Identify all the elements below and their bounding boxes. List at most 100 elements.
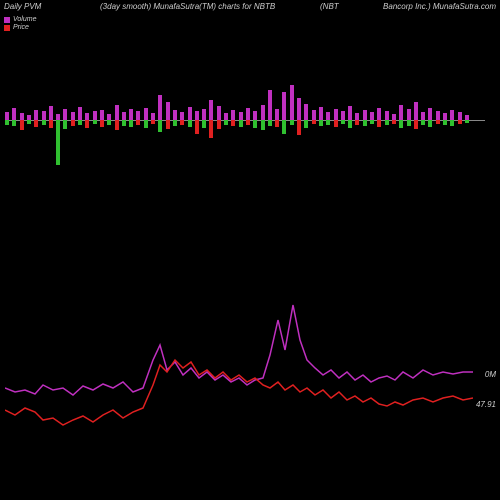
volume-bar-up — [209, 100, 213, 120]
volume-bar-down — [100, 120, 104, 127]
legend-item: Price — [4, 24, 36, 31]
volume-bar-down — [5, 120, 9, 125]
volume-bar-up — [246, 108, 250, 120]
volume-bar-down — [239, 120, 243, 127]
volume-bar-up — [436, 111, 440, 120]
volume-end-label: 0M — [485, 370, 496, 379]
volume-bar-down — [34, 120, 38, 127]
volume-bar-down — [180, 120, 184, 125]
header-symbol: (NBT — [320, 2, 339, 11]
volume-bar-up — [5, 112, 9, 120]
volume-bar-up — [158, 95, 162, 120]
volume-bar-down — [56, 120, 60, 165]
volume-bar-down — [42, 120, 46, 125]
volume-bar-up — [239, 112, 243, 120]
volume-bar-up — [202, 109, 206, 120]
volume-bar-down — [202, 120, 206, 128]
volume-bar-down — [217, 120, 221, 129]
volume-bar-down — [166, 120, 170, 129]
volume-bar-down — [85, 120, 89, 128]
volume-bar-down — [275, 120, 279, 127]
volume-bar-up — [85, 113, 89, 120]
volume-bar-down — [304, 120, 308, 128]
volume-bar-down — [290, 120, 294, 125]
volume-bar-up — [334, 109, 338, 120]
volume-bar-up — [173, 110, 177, 120]
volume-bar-up — [93, 111, 97, 120]
volume-bar-up — [42, 111, 46, 120]
volume-bar-up — [450, 110, 454, 120]
volume-bar-up — [231, 110, 235, 120]
volume-bar-up — [188, 107, 192, 120]
volume-bar-up — [224, 113, 228, 120]
volume-bar-up — [363, 110, 367, 120]
volume-bar-down — [20, 120, 24, 130]
volume-bar-down — [421, 120, 425, 125]
volume-bar-down — [268, 120, 272, 126]
volume-bar-down — [129, 120, 133, 127]
volume-bar-down — [107, 120, 111, 125]
legend-label: Price — [13, 24, 29, 31]
volume-bar-down — [326, 120, 330, 125]
volume-bar-down — [49, 120, 53, 128]
volume-bar-down — [392, 120, 396, 124]
volume-bar-up — [129, 109, 133, 120]
volume-bar-up — [377, 108, 381, 120]
volume-bar-up — [12, 108, 16, 120]
legend-item: Volume — [4, 16, 36, 23]
volume-bar-down — [370, 120, 374, 124]
volume-bar-up — [282, 92, 286, 120]
volume-bar-up — [341, 111, 345, 120]
volume-bar-up — [312, 110, 316, 120]
header-title-left: Daily PVM — [4, 2, 41, 11]
volume-bar-down — [348, 120, 352, 128]
volume-bar-down — [115, 120, 119, 130]
volume-bar-down — [385, 120, 389, 125]
header-title-right: Bancorp Inc.) MunafaSutra.com — [383, 2, 496, 11]
volume-bar-down — [188, 120, 192, 127]
volume-bar-up — [49, 106, 53, 120]
volume-bar-down — [27, 120, 31, 124]
volume-bar-up — [458, 112, 462, 120]
volume-bar-up — [355, 113, 359, 120]
volume-bar-down — [312, 120, 316, 124]
volume-bar-up — [407, 109, 411, 120]
volume-bar-down — [341, 120, 345, 124]
volume-bar-chart — [5, 70, 485, 170]
volume-bar-up — [217, 106, 221, 120]
volume-bar-down — [458, 120, 462, 124]
volume-bar-down — [428, 120, 432, 127]
legend-label: Volume — [13, 16, 36, 23]
volume-bar-down — [319, 120, 323, 126]
volume-bar-down — [363, 120, 367, 126]
volume-bar-down — [78, 120, 82, 125]
volume-bar-down — [443, 120, 447, 125]
volume-bar-up — [428, 108, 432, 120]
volume-bar-up — [122, 112, 126, 120]
volume-bar-down — [414, 120, 418, 129]
volume-bar-down — [407, 120, 411, 126]
volume-bar-up — [399, 105, 403, 120]
volume-bar-up — [443, 113, 447, 120]
volume-bar-down — [231, 120, 235, 126]
volume-bar-up — [304, 104, 308, 120]
volume-bar-up — [253, 111, 257, 120]
price-end-label: 47.91 — [476, 400, 496, 409]
chart-header: Daily PVM (3day smooth) MunafaSutra(TM) … — [0, 2, 500, 16]
volume-bar-up — [20, 113, 24, 120]
volume-bar-up — [297, 98, 301, 120]
volume-bar-down — [282, 120, 286, 134]
volume-bar-down — [173, 120, 177, 126]
chart-legend: VolumePrice — [4, 16, 36, 32]
volume-bar-down — [261, 120, 265, 130]
volume-bar-down — [151, 120, 155, 124]
line-chart-svg — [5, 290, 473, 440]
volume-bar-up — [370, 112, 374, 120]
volume-bar-up — [115, 105, 119, 120]
volume-bar-up — [63, 109, 67, 120]
volume-bar-up — [195, 111, 199, 120]
header-title-mid: (3day smooth) MunafaSutra(TM) charts for… — [100, 2, 275, 11]
volume-bar-down — [144, 120, 148, 128]
volume-bar-down — [195, 120, 199, 134]
volume-bar-up — [144, 108, 148, 120]
